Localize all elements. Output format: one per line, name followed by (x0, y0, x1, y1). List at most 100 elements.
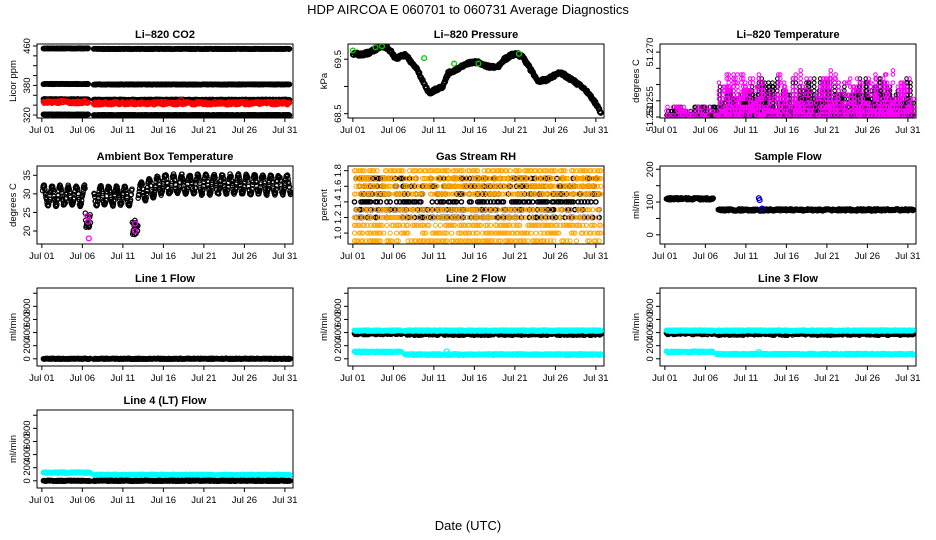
temperature-point (756, 72, 762, 77)
temperature-point (840, 100, 845, 106)
temperature-point (747, 76, 753, 81)
box-temp-point (200, 186, 206, 192)
temperature-point (876, 92, 881, 98)
temperature-point (875, 96, 880, 102)
temperature-point (775, 72, 781, 77)
data-point (85, 45, 92, 52)
temperature-point (756, 96, 762, 102)
y-tick-label: 51.270 (645, 38, 656, 67)
box-temp-point (159, 188, 166, 194)
x-tick-label: Jul 26 (855, 125, 880, 136)
temperature-point (740, 72, 746, 77)
box-temp-point (45, 202, 52, 208)
temperature-point (866, 88, 871, 94)
temperature-point (908, 96, 913, 102)
temperature-point (726, 80, 731, 85)
x-tick-label: Jul 31 (272, 125, 297, 136)
temperature-point (879, 88, 884, 94)
temperature-point (698, 108, 703, 114)
temperature-point (730, 104, 735, 110)
temperature-point (790, 84, 796, 89)
temperature-point (807, 92, 812, 98)
temperature-point (664, 108, 669, 114)
temperature-point (851, 84, 857, 89)
temperature-point (884, 80, 890, 85)
temperature-point (846, 80, 852, 85)
temperature-point (788, 104, 794, 110)
temperature-point (890, 72, 896, 77)
temperature-point (769, 104, 774, 110)
temperature-point (712, 104, 718, 110)
x-tick-label: Jul 21 (191, 125, 216, 136)
temperature-point (820, 88, 826, 94)
temperature-point (690, 108, 696, 114)
temperature-point (798, 76, 803, 81)
temperature-point (740, 96, 746, 102)
box-temp-point (176, 186, 182, 192)
marks-temperature (664, 68, 916, 118)
temperature-point (766, 80, 771, 85)
box-temp-point (180, 177, 186, 183)
temperature-point (882, 100, 888, 106)
temperature-point (830, 104, 836, 110)
temperature-point (810, 108, 816, 114)
pressure-point (597, 109, 604, 116)
temperature-point (890, 96, 896, 102)
x-tick-label: Jul 01 (29, 125, 54, 136)
temperature-point (844, 104, 849, 110)
box-temp-point (248, 189, 255, 195)
panel-title: Li–820 Pressure (434, 29, 518, 41)
temperature-point (716, 88, 722, 94)
temperature-point (782, 84, 788, 89)
data-point (372, 44, 379, 51)
temperature-point (750, 76, 756, 81)
temperature-point (882, 92, 888, 98)
temperature-point (760, 80, 766, 85)
box-temp-point (208, 187, 214, 194)
box-temp-point (122, 184, 129, 191)
box-temp-point (168, 186, 174, 193)
temperature-point (739, 72, 744, 77)
temperature-point (811, 88, 817, 94)
temperature-point (665, 104, 670, 110)
temperature-point (682, 108, 688, 114)
temperature-point (700, 108, 705, 114)
temperature-point (811, 84, 817, 89)
series-pressure-offset- (349, 44, 522, 67)
temperature-point (742, 80, 748, 85)
box-temp-point (82, 185, 88, 192)
temperature-point (874, 84, 879, 89)
temperature-point (857, 88, 863, 94)
temperature-point (748, 96, 754, 102)
y-axis-label: kPa (319, 72, 330, 89)
temperature-point (794, 92, 800, 98)
box-temp-point (42, 186, 48, 193)
x-tick-label: Jul 06 (381, 125, 406, 136)
temperature-point (811, 80, 817, 85)
temperature-point (735, 84, 740, 89)
temperature-point (856, 104, 862, 110)
temperature-point (761, 84, 766, 89)
temperature-point (759, 76, 765, 81)
marks-boxtemp (39, 171, 293, 242)
temperature-point (744, 112, 750, 118)
temperature-point (899, 80, 905, 85)
box-temp-point (152, 182, 159, 189)
series-pressure (349, 44, 604, 116)
temperature-point (766, 92, 771, 98)
temperature-point (840, 88, 845, 94)
box-temp-point (58, 187, 65, 193)
temperature-point (832, 84, 837, 89)
temperature-point (726, 72, 731, 77)
temperature-point (812, 104, 818, 110)
temperature-point (879, 104, 885, 110)
figure-xlabel: Date (UTC) (435, 518, 501, 533)
temperature-point (801, 104, 806, 110)
temperature-point (833, 72, 838, 77)
temperature-point (775, 80, 781, 85)
temperature-point (775, 76, 780, 81)
temperature-point (775, 88, 780, 94)
box-temp-point (129, 186, 135, 192)
